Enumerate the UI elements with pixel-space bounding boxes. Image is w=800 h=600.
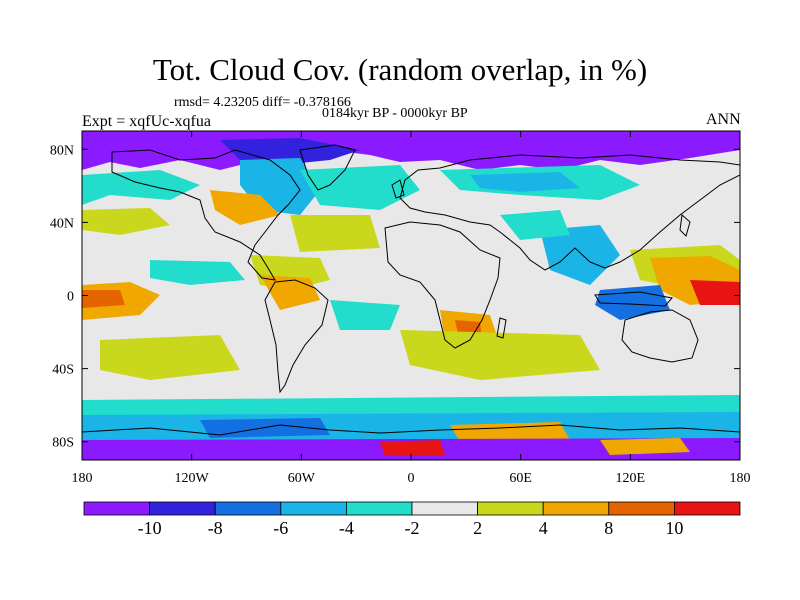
x-tick-label: 60E [509, 471, 532, 486]
colorbar-label: 8 [604, 518, 613, 538]
coastline-indonesia [594, 291, 673, 307]
coastline-antarctica [82, 424, 740, 436]
coastline-japan [679, 214, 691, 237]
coastline-australia [621, 309, 699, 363]
colorbar-label: -2 [405, 518, 420, 538]
field-eurasia-cyan [470, 172, 580, 192]
field-nepacific-teal [82, 170, 200, 205]
colorbar-label: -8 [208, 518, 223, 538]
field-wpacific-red [690, 280, 740, 305]
field-tropical-teal [150, 260, 245, 285]
map-area [81, 130, 741, 461]
colorbar-swatch [83, 501, 150, 516]
x-tick-label: 180 [730, 471, 751, 486]
field-asia-teal [500, 210, 570, 240]
x-tick-label: 180 [72, 471, 93, 486]
y-tick-label: 40S [52, 363, 74, 378]
field-asia-cyan [540, 225, 620, 285]
coastline-africa [384, 221, 501, 349]
field-southernocean-orange [450, 422, 570, 442]
colorbar-swatch [542, 501, 610, 516]
field-northamerica-orange [210, 190, 280, 225]
field-spacific-yellow [100, 335, 240, 380]
field-atlantic-yellow [290, 215, 380, 252]
y-tick-label: 0 [67, 290, 74, 305]
y-tick-label: 80S [52, 436, 74, 451]
coastline-eurasia [399, 154, 740, 271]
colorbar-swatch [411, 501, 478, 516]
colorbar-label: -4 [339, 518, 354, 538]
colorbar-label: -10 [138, 518, 162, 538]
stats-line: rmsd= 4.23205 diff= -0.378166 [174, 95, 351, 110]
colorbar-swatch [214, 501, 282, 516]
coastline-greenland [299, 144, 356, 191]
colorbar-swatch [280, 501, 347, 516]
y-tick-label: 80N [50, 143, 74, 158]
field-epacific-red [82, 290, 125, 308]
map-y-axis: 80N 40N 0 40S 80S [50, 143, 740, 451]
x-tick-label: 60W [288, 471, 316, 486]
colorbar-swatch [477, 501, 544, 516]
season-label: ANN [706, 111, 741, 128]
period-label: 0184kyr BP - 0000kyr BP [322, 106, 468, 121]
map-x-axis: 180 120W 60W 0 60E 120E 180 [72, 131, 751, 486]
field-southatlantic-teal [330, 300, 400, 330]
field-arctic-blue [220, 138, 360, 165]
field-northatlantic-teal [300, 165, 420, 210]
coastline-madagascar [496, 317, 507, 339]
field-npacific-yellow [82, 208, 170, 235]
anomaly-field [82, 131, 740, 460]
colorbar-swatch [674, 501, 741, 516]
colorbar-label: 4 [539, 518, 548, 538]
colorbar-label: -6 [273, 518, 288, 538]
coastlines [82, 144, 740, 436]
colorbar-swatch [345, 501, 413, 516]
coastline-north-america [111, 149, 301, 281]
coastline-south-america [264, 279, 329, 394]
y-tick-label: 40N [50, 216, 74, 231]
field-antarctic-orange [600, 438, 690, 455]
coastline-uk [391, 179, 405, 199]
colorbar: -10 -8 -6 -4 -2 2 4 8 10 [83, 501, 741, 538]
plot-title: Tot. Cloud Cov. (random overlap, in %) [152, 52, 648, 87]
field-southindian-yellow [400, 330, 600, 380]
x-tick-label: 120W [175, 471, 210, 486]
colorbar-swatch [149, 501, 216, 516]
experiment-label: Expt = xqfUc-xqfua [82, 113, 211, 130]
field-antarctic-red [380, 440, 445, 456]
x-tick-label: 0 [408, 471, 415, 486]
colorbar-label: 10 [665, 518, 683, 538]
colorbar-swatch [608, 501, 675, 516]
x-tick-label: 120E [616, 471, 646, 486]
colorbar-label: 2 [473, 518, 482, 538]
